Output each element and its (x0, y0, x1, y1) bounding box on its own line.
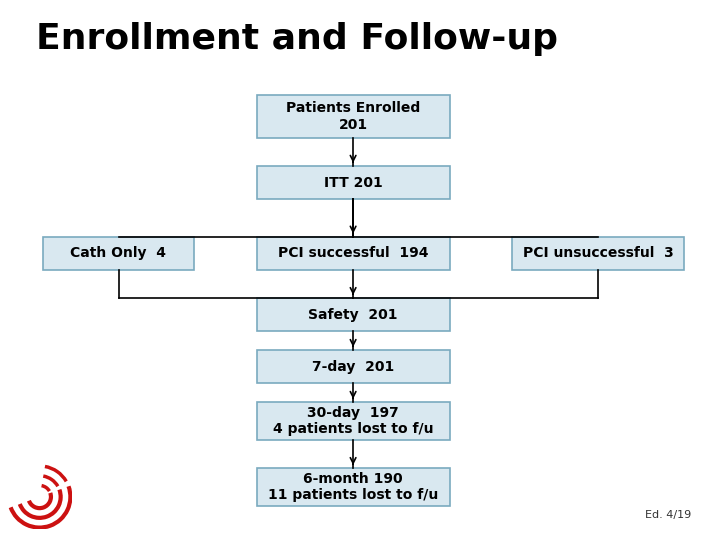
Text: Patients Enrolled
201: Patients Enrolled 201 (286, 102, 420, 132)
Text: PCI successful  194: PCI successful 194 (278, 246, 428, 260)
Text: 7-day  201: 7-day 201 (312, 360, 395, 374)
Text: 30-day  197
4 patients lost to f/u: 30-day 197 4 patients lost to f/u (273, 406, 433, 436)
FancyBboxPatch shape (256, 350, 450, 383)
Text: 6-month 190
11 patients lost to f/u: 6-month 190 11 patients lost to f/u (268, 472, 438, 502)
Text: Enrollment and Follow-up: Enrollment and Follow-up (36, 22, 558, 56)
Text: Ed. 4/19: Ed. 4/19 (645, 510, 691, 520)
Text: ITT 201: ITT 201 (324, 176, 382, 190)
FancyBboxPatch shape (42, 237, 194, 270)
FancyBboxPatch shape (256, 402, 450, 440)
FancyBboxPatch shape (256, 237, 450, 270)
FancyBboxPatch shape (256, 298, 450, 332)
FancyBboxPatch shape (256, 95, 450, 138)
FancyBboxPatch shape (256, 166, 450, 199)
FancyBboxPatch shape (256, 468, 450, 506)
Text: Safety  201: Safety 201 (308, 308, 398, 322)
Text: PCI unsuccessful  3: PCI unsuccessful 3 (523, 246, 673, 260)
FancyBboxPatch shape (512, 237, 684, 270)
Text: Cath Only  4: Cath Only 4 (71, 246, 166, 260)
